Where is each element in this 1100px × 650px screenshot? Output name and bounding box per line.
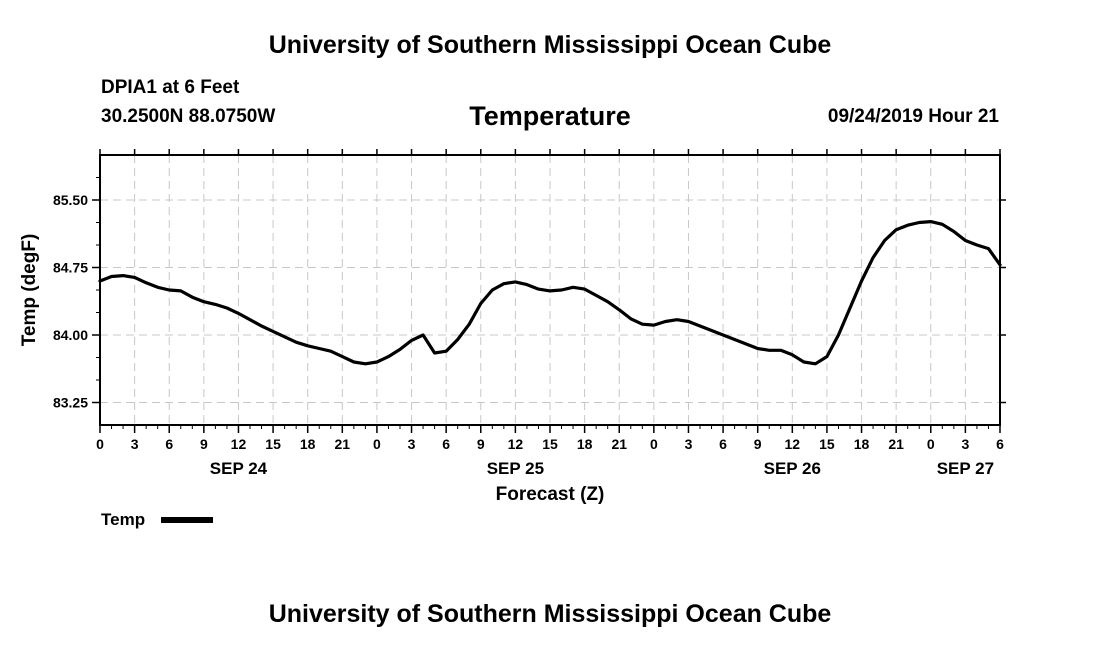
x-tick-label: 6 [165,436,173,452]
chart-suptitle: University of Southern Mississippi Ocean… [268,31,832,59]
y-tick-label: 84.00 [53,327,88,343]
x-tick-label: 18 [300,436,316,452]
x-tick-label: 9 [477,436,485,452]
y-tick-label: 84.75 [53,260,88,276]
date-label: SEP 27 [937,459,994,478]
x-tick-label: 15 [542,436,558,452]
x-tick-label: 9 [200,436,208,452]
x-tick-label: 0 [96,436,104,452]
x-tick-label: 6 [719,436,727,452]
x-axis-title: Forecast (Z) [496,484,605,505]
x-tick-label: 9 [754,436,762,452]
x-tick-label: 12 [785,436,801,452]
x-tick-label: 3 [408,436,416,452]
series-layer [98,220,1002,366]
footer-title: University of Southern Mississippi Ocean… [268,600,832,628]
x-tick-label: 15 [265,436,281,452]
date-label: SEP 25 [487,459,544,478]
x-tick-label: 12 [231,436,247,452]
x-tick-label: 3 [685,436,693,452]
date-label: SEP 24 [210,459,268,478]
x-tick-label: 21 [335,436,351,452]
station-label: DPIA1 at 6 Feet [101,77,240,98]
coordinates-label: 30.2500N 88.0750W [101,106,276,127]
x-tick-label: 3 [131,436,139,452]
x-tick-label: 12 [508,436,524,452]
x-tick-label: 6 [442,436,450,452]
forecast-init-time: 09/24/2019 Hour 21 [827,106,999,127]
x-tick-label: 6 [996,436,1004,452]
date-label: SEP 26 [764,459,821,478]
y-axis-title: Temp (degF) [19,234,40,347]
x-tick-label: 18 [854,436,870,452]
y-tick-label: 85.50 [53,192,88,208]
ticks [92,149,1006,433]
x-tick-label: 15 [819,436,835,452]
x-tick-label: 18 [577,436,593,452]
legend: Temp [101,510,213,529]
grid [100,155,1000,425]
x-tick-label: 3 [961,436,969,452]
x-tick-label: 0 [373,436,381,452]
series-line-temp [98,220,1002,366]
x-tick-label: 21 [611,436,627,452]
legend-label: Temp [101,510,145,529]
x-tick-label: 0 [927,436,935,452]
y-tick-label: 83.25 [53,395,88,411]
axis-labels: 0 3 6 9 12 15 18 21 0 3 6 9 12 15 18 21 0 3 6 9 12 15 18 21 0 3 6 8… [19,192,1004,505]
x-tick-label: 21 [888,436,904,452]
x-tick-label: 0 [650,436,658,452]
chart-title: Temperature [469,101,631,131]
